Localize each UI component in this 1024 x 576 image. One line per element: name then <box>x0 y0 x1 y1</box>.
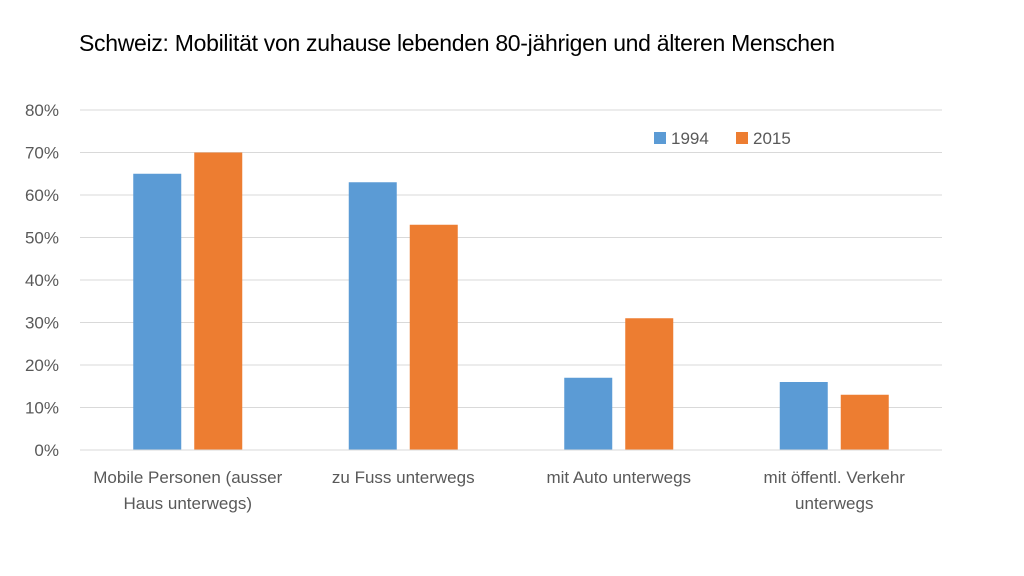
x-axis-categories: Mobile Personen (ausser Haus unterwegs) zu… <box>93 468 905 513</box>
legend-label-2015: 2015 <box>753 129 791 148</box>
y-axis-ticks: 0% 10% 20% 30% 40% 50% 60% 70% 80% <box>25 101 59 460</box>
legend-label-1994: 1994 <box>671 129 709 148</box>
x-category-label: unterwegs <box>795 494 873 513</box>
x-category-label: Mobile Personen (ausser <box>93 468 282 487</box>
bar-1994-2 <box>564 377 613 450</box>
y-tick-label: 70% <box>25 144 59 163</box>
bar-2015-0 <box>194 152 243 450</box>
y-tick-label: 80% <box>25 101 59 120</box>
chart-title: Schweiz: Mobilität von zuhause lebenden … <box>79 30 835 56</box>
bar-2015-3 <box>840 394 889 450</box>
legend-swatch-1994 <box>654 132 666 144</box>
y-tick-label: 30% <box>25 314 59 333</box>
y-tick-label: 0% <box>34 441 59 460</box>
x-category-label: Haus unterwegs) <box>123 494 252 513</box>
x-category-label: mit Auto unterwegs <box>546 468 691 487</box>
y-tick-label: 20% <box>25 356 59 375</box>
x-category-label: zu Fuss unterwegs <box>332 468 475 487</box>
y-tick-label: 60% <box>25 186 59 205</box>
bars <box>133 152 889 450</box>
bar-2015-2 <box>625 318 674 450</box>
legend-swatch-2015 <box>736 132 748 144</box>
bar-2015-1 <box>409 224 458 450</box>
y-tick-label: 10% <box>25 399 59 418</box>
legend: 1994 2015 <box>654 129 791 148</box>
y-tick-label: 40% <box>25 271 59 290</box>
x-category-label: mit öffentl. Verkehr <box>764 468 906 487</box>
y-tick-label: 50% <box>25 229 59 248</box>
bar-1994-3 <box>779 382 828 450</box>
bar-1994-0 <box>133 173 182 450</box>
bar-1994-1 <box>348 182 397 450</box>
